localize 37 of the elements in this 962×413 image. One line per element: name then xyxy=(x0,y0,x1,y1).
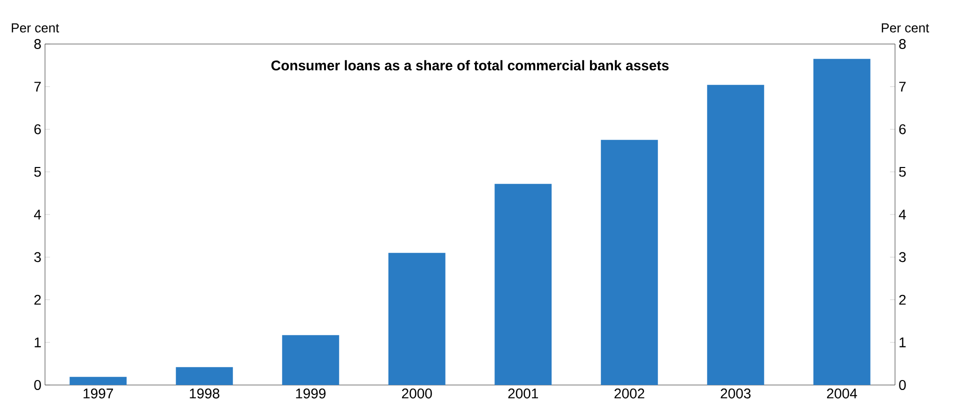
x-tick-label: 2002 xyxy=(614,388,644,398)
bar xyxy=(707,84,764,385)
y2-tick-label: 0 xyxy=(899,380,906,390)
x-tick-label: 2003 xyxy=(720,388,751,398)
bar xyxy=(282,335,340,385)
y2-tick-label: 4 xyxy=(898,210,906,220)
x-tick-label: 2001 xyxy=(508,388,538,398)
bar xyxy=(176,367,233,385)
x-tick-label: 2004 xyxy=(827,388,858,398)
y2-tick-label: 5 xyxy=(899,166,906,177)
y2-tick-label: 7 xyxy=(899,82,906,92)
x-tick-label: 1999 xyxy=(296,388,326,398)
y2-axis-title: Per cent xyxy=(882,23,930,32)
y2-tick-label: 2 xyxy=(899,294,906,305)
y-tick-label: 3 xyxy=(34,252,41,262)
y-axis-title: Per cent xyxy=(12,23,60,32)
y-tick-label: 1 xyxy=(34,338,41,348)
text: Consumer loans as a share of total commercial bank assets xyxy=(271,60,669,70)
bar xyxy=(600,140,658,385)
bar xyxy=(494,184,552,385)
y2-tick-label: 6 xyxy=(899,124,906,134)
x-tick-label: 1998 xyxy=(190,388,220,398)
y2-tick-label: 8 xyxy=(899,39,906,49)
x-tick-label: 2000 xyxy=(402,388,432,398)
bar xyxy=(70,376,127,385)
y2-tick-label: 3 xyxy=(899,252,906,262)
y2-tick-label: 1 xyxy=(900,338,906,348)
bar xyxy=(813,58,870,385)
bar xyxy=(388,252,446,385)
y-tick-label: 8 xyxy=(34,39,41,49)
y-tick-label: 7 xyxy=(34,82,41,92)
y-tick-label: 5 xyxy=(34,167,41,177)
y-tick-label: 2 xyxy=(34,294,41,305)
y-tick-label: 6 xyxy=(34,124,41,134)
y-tick-label: 0 xyxy=(34,380,41,390)
y-tick-label: 4 xyxy=(34,210,42,220)
x-tick-label: 1997 xyxy=(84,388,113,398)
